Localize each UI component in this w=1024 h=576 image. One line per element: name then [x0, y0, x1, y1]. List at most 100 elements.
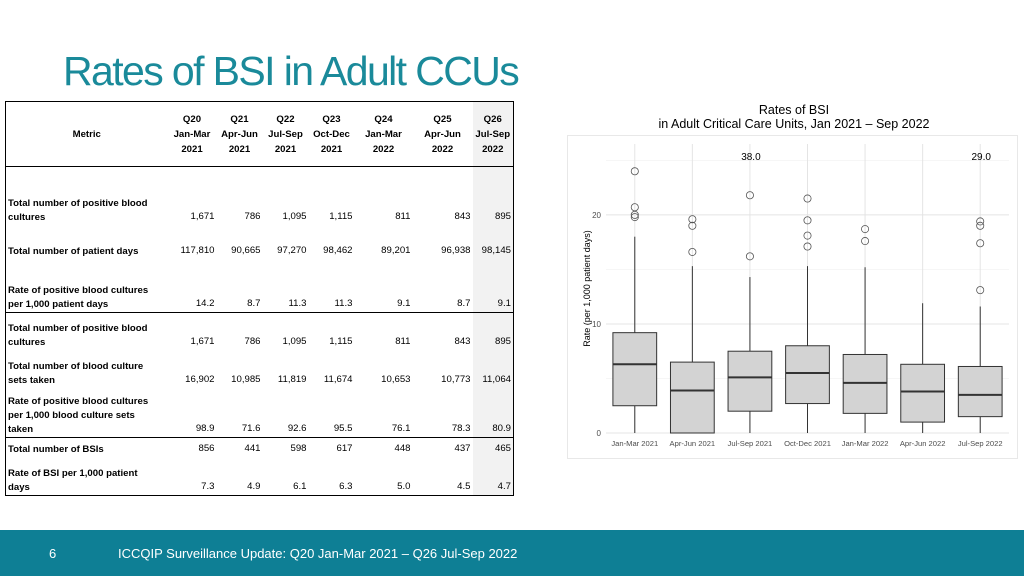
header-line: Jan-Mar	[173, 128, 211, 140]
outlier-point	[976, 286, 985, 295]
table-cell: 98,462	[323, 244, 353, 256]
header-line: Apr-Jun	[221, 128, 258, 140]
table-cell: 92.6	[287, 423, 307, 434]
page-title: Rates of BSI in Adult CCUs	[63, 48, 520, 94]
header-line: Oct-Dec	[313, 128, 350, 140]
box	[669, 361, 715, 434]
metric-label: Rate of positive blood cultures per 1,000…	[6, 259, 168, 313]
boxplot-chart: 0 10 20 Jan-Mar 2021 Apr-Jun 2021 Jul-Sep 202…	[582, 144, 1009, 448]
metric-label-line: taken	[8, 424, 34, 435]
table-row: Total number of patient days 117,810 90,66…	[6, 224, 514, 259]
table-cell: 811	[395, 210, 411, 222]
table-row: Rate of positive blood cultures per 1,000…	[6, 387, 514, 438]
table-cell: 1,095	[282, 210, 307, 222]
chart-title-line: in Adult Critical Care Units, Jan 2021 –…	[658, 117, 930, 131]
table-cell: 786	[244, 210, 261, 222]
box	[612, 332, 658, 407]
outlier-point	[688, 247, 697, 256]
table-cell: 90,665	[231, 244, 261, 256]
table-cell: 16,902	[185, 373, 215, 385]
quarter-column-header: Q24 Jan-Mar 2022	[354, 101, 413, 167]
metric-label: Rate of positive blood cultures per 1,000…	[6, 388, 168, 438]
table-cell: 1,115	[308, 312, 355, 350]
y-tick-label: 20	[592, 211, 601, 220]
outlier-point	[688, 221, 697, 230]
outlier-point	[630, 203, 639, 212]
table-cell: 98.9	[195, 423, 215, 434]
table-cell: 11,064	[472, 349, 514, 388]
metric-label-line: days	[8, 482, 30, 493]
table-cell: 10,653	[381, 373, 411, 385]
table-cell: 98,145	[472, 224, 514, 259]
outlier-annotation: 38.0	[741, 152, 761, 163]
table-cell: 843	[412, 312, 473, 350]
table-cell: 598	[262, 437, 309, 457]
quarter-column-header: Q22 Jul-Sep 2021	[262, 101, 309, 167]
metric-label-line: sets taken	[8, 374, 55, 386]
table-cell: 465	[472, 437, 514, 457]
y-axis-label: Rate (per 1,000 patient days)	[582, 230, 592, 347]
header-line: Apr-Jun	[424, 128, 461, 140]
table-cell: 117,810	[180, 244, 215, 256]
table-cell: 856	[167, 437, 217, 457]
table-row: Total number of blood culture sets taken 1…	[6, 349, 514, 388]
table-cell: 1,671	[167, 312, 217, 350]
table-row: Rate of positive blood cultures per 1,000…	[6, 258, 514, 313]
table-cell: 11,819	[277, 373, 307, 385]
box	[727, 350, 773, 412]
x-tick-label: Jan-Mar 2021	[611, 439, 658, 448]
quarter-column-header: Q23 Oct-Dec 2021	[308, 101, 355, 167]
metric-label-line: Rate of BSI per 1,000 patient	[8, 468, 138, 479]
table-header-row: Metric Q20 Jan-Mar 2021 Q21 Apr-Jun 2021 Q22 Ju…	[5, 101, 514, 167]
table-cell: 441	[216, 437, 263, 457]
metric-label: Total number of blood culture sets taken	[6, 350, 168, 388]
header-line: Q26	[483, 113, 502, 125]
table-cell: 4.9	[247, 481, 261, 492]
outlier-annotation: 29.0	[971, 152, 991, 163]
y-tick-label: 10	[592, 320, 601, 329]
outlier-point	[861, 237, 870, 246]
metric-label-line: Total number of positive blood	[8, 322, 148, 334]
outlier-point	[630, 167, 639, 176]
header-line: 2022	[482, 143, 504, 155]
table-cell: 8.7	[247, 298, 261, 309]
outlier-point	[803, 231, 812, 240]
outlier-point	[976, 221, 985, 230]
chart-panel: 0 10 20 Jan-Mar 2021 Apr-Jun 2021 Jul-Sep 202…	[567, 135, 1018, 459]
header-line: 2022	[372, 143, 395, 155]
table-cell: 437	[412, 437, 473, 457]
header-line: 2021	[228, 143, 251, 155]
table-cell: 786	[216, 312, 263, 350]
metric-label-line: per 1,000 blood culture sets	[8, 410, 135, 421]
outlier-point	[688, 215, 697, 224]
outlier-point	[630, 213, 639, 222]
x-tick-label: Apr-Jun 2021	[670, 439, 716, 448]
x-tick-label: Jul-Sep 2022	[958, 439, 1003, 448]
metric-label: Total number of BSIs	[5, 437, 168, 457]
metric-label-line: per 1,000 patient days	[8, 299, 109, 310]
table-cell: 6.3	[339, 481, 353, 492]
x-tick-label: Oct-Dec 2021	[784, 439, 831, 448]
x-tick-label: Jan-Mar 2022	[842, 439, 889, 448]
header-line: Q20	[182, 113, 202, 125]
metric-label-line: cultures	[8, 211, 46, 223]
table-cell: 97,270	[277, 244, 307, 256]
table-row: Total number of positive blood cultures 1,…	[6, 166, 514, 225]
table-cell: 80.9	[472, 387, 514, 438]
footer-bar: 6 ICCQIP Surveillance Update: Q20 Jan-Ma…	[0, 530, 1024, 576]
table-cell: 14.2	[195, 298, 215, 309]
metric-label: Total number of patient days	[6, 225, 168, 259]
table-cell: 1,671	[190, 210, 215, 222]
metric-label-line: Rate of positive blood cultures	[8, 285, 149, 296]
table-cell: 11.3	[288, 298, 307, 309]
table-cell: 811	[354, 312, 413, 350]
header-line: Jan-Mar	[365, 128, 402, 140]
outlier-point	[630, 210, 639, 219]
x-tick-label: Apr-Jun 2022	[900, 439, 946, 448]
header-line: Q21	[230, 113, 249, 125]
table-row: Rate of BSI per 1,000 patient days 7.3 4.9 6…	[6, 456, 514, 496]
table-cell: 6.1	[293, 481, 307, 492]
table-cell: 89,201	[381, 244, 411, 256]
header-line: 2021	[320, 143, 343, 155]
table-cell: 895	[472, 166, 514, 225]
